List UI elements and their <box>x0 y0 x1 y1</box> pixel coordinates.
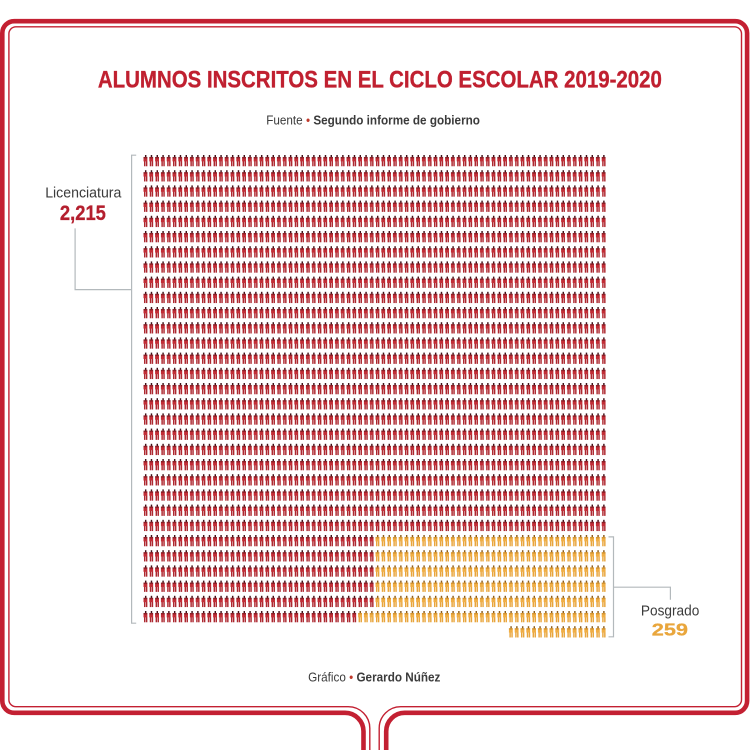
svg-text:Fuente • Segundo informe de go: Fuente • Segundo informe de gobierno <box>266 113 480 128</box>
svg-text:ALUMNOS INSCRITOS EN EL CICLO: ALUMNOS INSCRITOS EN EL CICLO ESCOLAR 20… <box>98 67 662 94</box>
svg-text:Licenciatura: Licenciatura <box>45 185 122 201</box>
svg-text:Posgrado: Posgrado <box>641 604 699 620</box>
svg-text:Gráfico • Gerardo Núñez: Gráfico • Gerardo Núñez <box>308 670 440 685</box>
svg-text:2,215: 2,215 <box>60 202 106 225</box>
svg-text:259: 259 <box>652 619 689 639</box>
